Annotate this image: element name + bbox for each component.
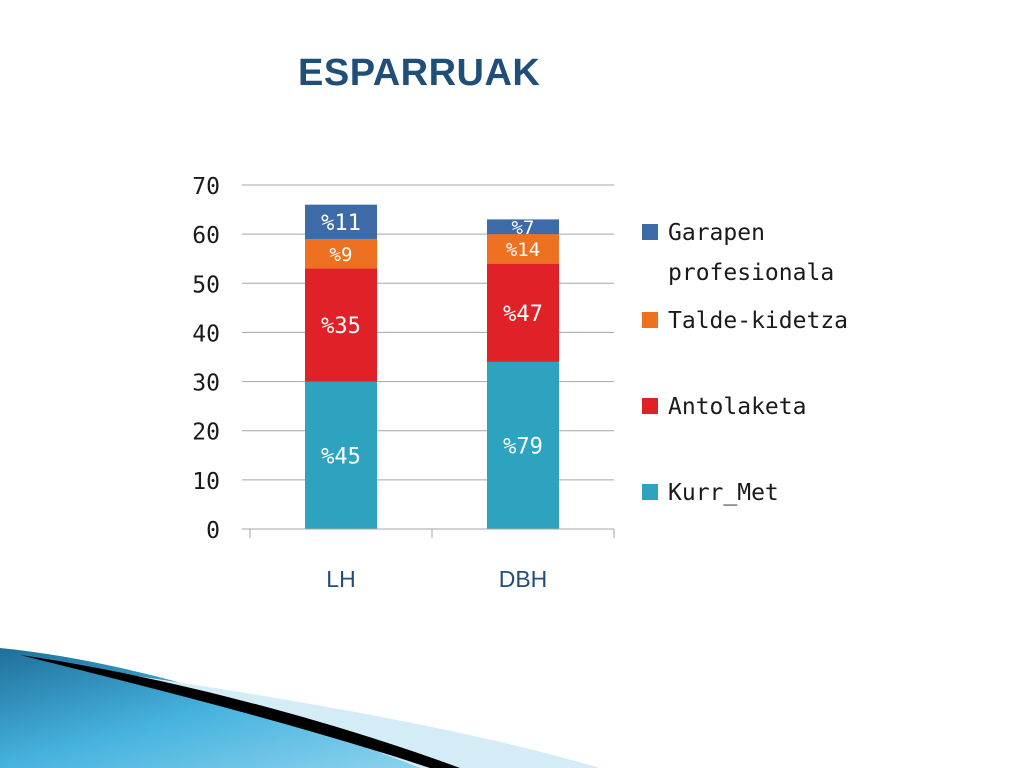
bar-segment	[487, 219, 559, 235]
legend-swatch	[642, 224, 658, 240]
bar-segment	[487, 361, 559, 529]
legend-item: Antolaketa	[642, 387, 878, 427]
data-label: %14	[506, 239, 540, 261]
legend-label: Talde-kidetza	[668, 308, 849, 334]
bar-segment	[305, 204, 377, 240]
swoosh-light-band	[110, 672, 600, 768]
data-label: %47	[503, 302, 543, 327]
y-tick-label: 10	[192, 469, 220, 495]
y-tick-label: 60	[192, 223, 220, 249]
legend-label: Antolaketa	[668, 394, 807, 420]
y-tick-label: 20	[192, 420, 220, 446]
data-label: %7	[512, 217, 535, 239]
data-label: %11	[321, 211, 361, 236]
data-label: %35	[321, 314, 361, 339]
data-label: %79	[503, 434, 543, 459]
legend-swatch	[642, 398, 658, 414]
y-tick-label: 40	[192, 321, 220, 347]
chart-title: ESPARRUAK	[298, 52, 541, 94]
bar-segment	[305, 268, 377, 382]
bar-segment	[305, 381, 377, 529]
y-axis-ticks: 0 10 20 30 40 50 60 70	[192, 174, 220, 544]
swoosh-blue-band	[0, 648, 430, 768]
data-label: %45	[321, 444, 361, 469]
legend-item: Garapen profesionala	[642, 213, 878, 293]
x-tick-label: DBH	[499, 566, 548, 592]
bar-segment	[487, 234, 559, 264]
legend-item: Talde-kidetza	[642, 301, 878, 341]
y-tick-label: 30	[192, 371, 220, 397]
y-tick-label: 50	[192, 272, 220, 298]
legend-swatch	[642, 484, 658, 500]
legend-item: Kurr_Met	[642, 473, 878, 513]
bars: %45 %35 %9 %11 %79 %47 %14%7	[305, 204, 559, 529]
swoosh-black-arrow	[20, 655, 460, 768]
y-tick-label: 70	[192, 174, 220, 200]
bar-segment	[305, 239, 377, 269]
legend-swatch	[642, 312, 658, 328]
legend-label: Kurr_Met	[668, 480, 779, 506]
x-axis: LH DBH	[249, 528, 615, 592]
y-tick-label: 0	[206, 518, 220, 544]
legend-label: Garapen profesionala	[668, 220, 835, 286]
x-tick-label: LH	[326, 566, 355, 592]
data-label: %9	[330, 244, 353, 266]
bar-segment	[487, 263, 559, 362]
